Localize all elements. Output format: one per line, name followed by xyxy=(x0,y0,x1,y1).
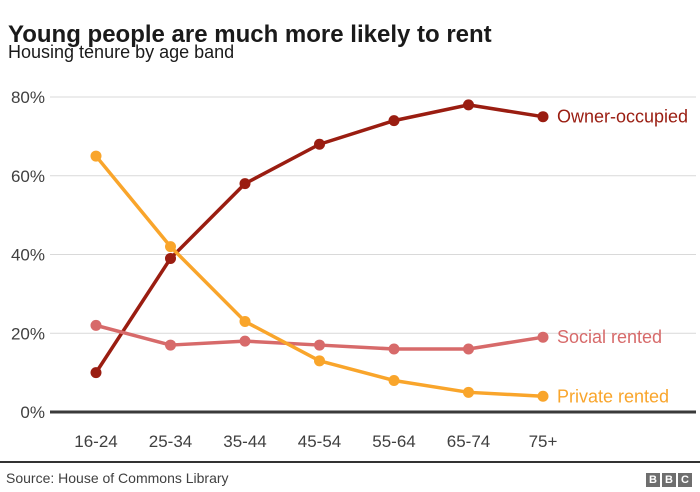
series-label-private-rented: Private rented xyxy=(557,386,669,406)
footer-divider xyxy=(0,461,700,463)
series-label-owner-occupied: Owner-occupied xyxy=(557,107,688,127)
data-point-owner-occupied xyxy=(239,178,251,190)
data-point-private-rented xyxy=(388,375,400,386)
y-tick-label: 60% xyxy=(11,167,45,186)
data-point-social-rented xyxy=(537,331,549,343)
y-tick-label: 40% xyxy=(11,246,45,265)
x-tick-label: 25-34 xyxy=(149,432,192,451)
data-point-social-rented xyxy=(463,343,474,355)
data-point-owner-occupied xyxy=(314,138,325,150)
bbc-logo: B B C xyxy=(646,473,692,487)
x-tick-label: 75+ xyxy=(529,432,558,451)
data-point-private-rented xyxy=(239,315,251,327)
data-point-owner-occupied xyxy=(388,115,400,127)
x-tick-label: 55-64 xyxy=(372,432,415,451)
data-point-social-rented xyxy=(239,335,251,347)
chart-title: Young people are much more likely to ren… xyxy=(8,21,492,49)
data-point-owner-occupied xyxy=(165,252,176,264)
data-point-social-rented xyxy=(165,339,176,351)
data-point-private-rented xyxy=(165,241,176,253)
data-point-private-rented xyxy=(90,150,102,162)
x-tick-label: 45-54 xyxy=(298,432,341,451)
data-point-social-rented xyxy=(90,319,102,331)
data-point-owner-occupied xyxy=(463,99,474,111)
x-tick-label: 16-24 xyxy=(74,432,117,451)
x-tick-label: 65-74 xyxy=(447,432,490,451)
bbc-logo-letter: B xyxy=(662,473,676,487)
series-label-social-rented: Social rented xyxy=(557,327,662,347)
y-tick-label: 0% xyxy=(20,403,45,422)
data-point-social-rented xyxy=(388,343,400,355)
data-point-private-rented xyxy=(314,355,325,367)
data-point-owner-occupied xyxy=(537,111,549,123)
bbc-logo-letter: B xyxy=(646,473,660,487)
data-point-social-rented xyxy=(314,339,325,351)
data-point-private-rented xyxy=(463,386,474,398)
x-tick-label: 35-44 xyxy=(223,432,266,451)
data-point-owner-occupied xyxy=(90,367,102,379)
source-caption: Source: House of Commons Library xyxy=(6,470,229,486)
chart-subtitle: Housing tenure by age band xyxy=(8,42,235,62)
y-tick-label: 80% xyxy=(11,88,45,107)
data-point-private-rented xyxy=(537,390,549,402)
bbc-logo-letter: C xyxy=(678,473,692,487)
y-tick-label: 20% xyxy=(11,324,45,343)
